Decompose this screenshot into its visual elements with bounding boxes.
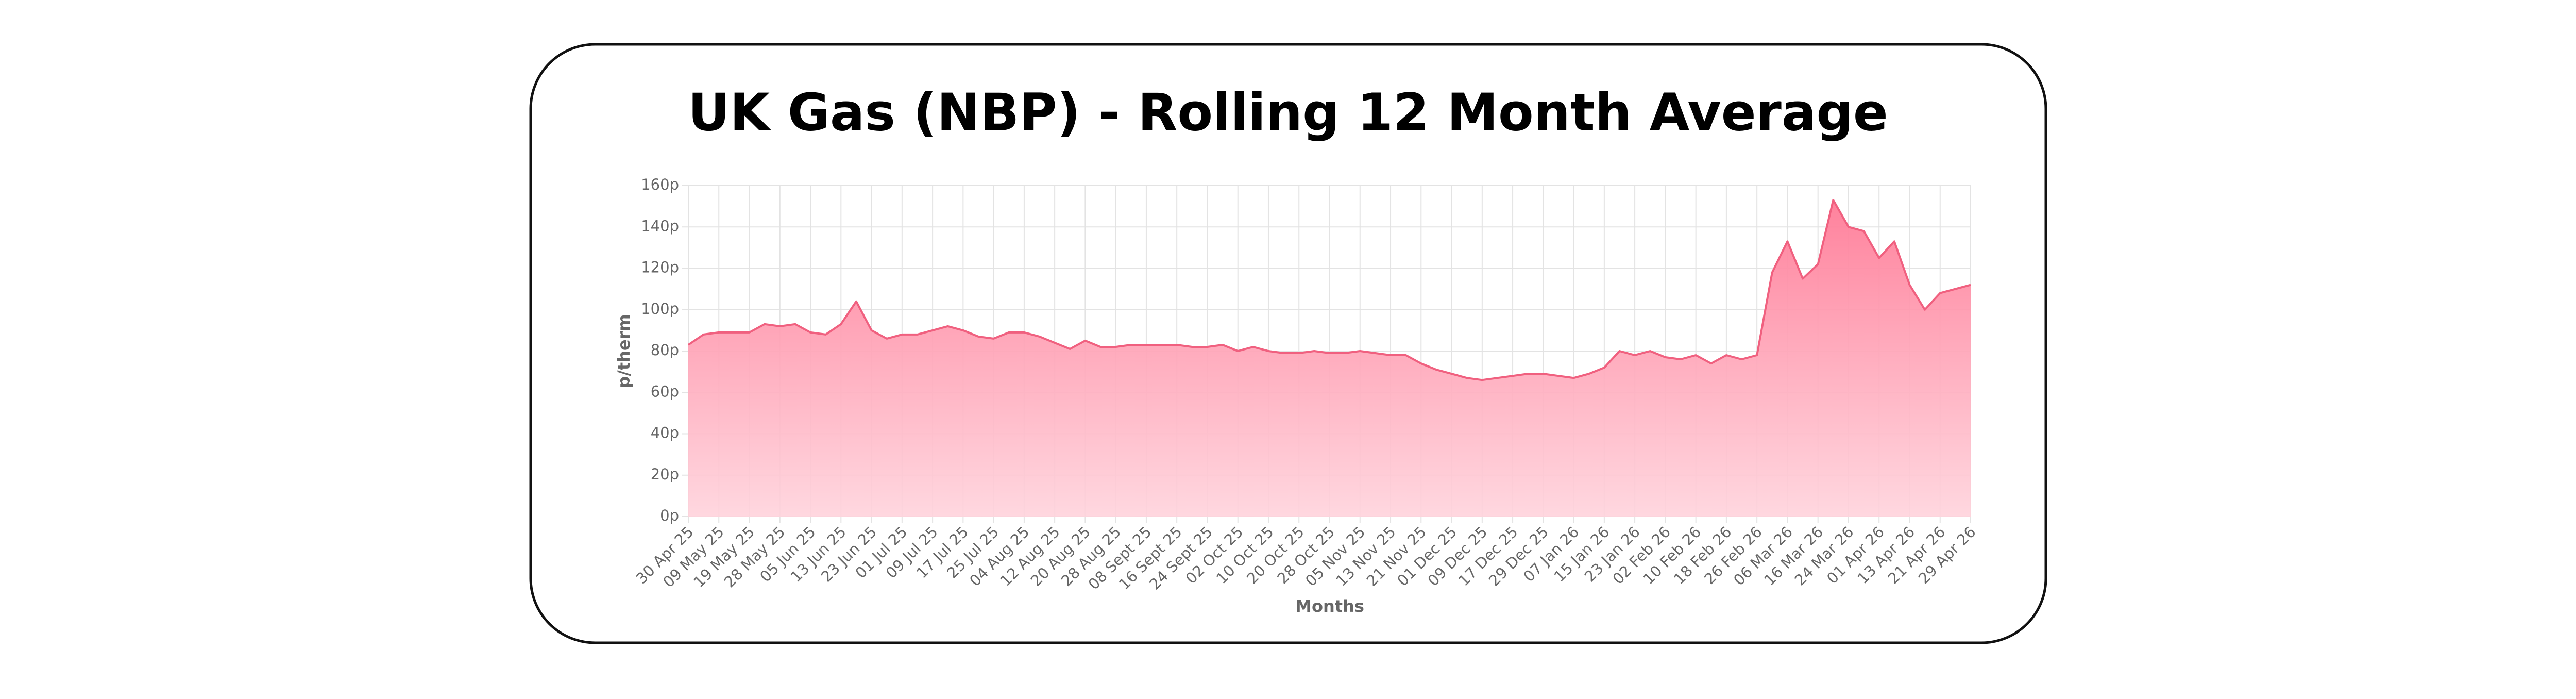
- y-tick-label: 140p: [641, 217, 679, 235]
- y-tick-label: 80p: [651, 341, 679, 359]
- y-tick-label: 60p: [651, 382, 679, 400]
- chart-title: UK Gas (NBP) - Rolling 12 Month Average: [688, 82, 1888, 142]
- y-tick-label: 100p: [641, 300, 679, 318]
- y-tick-label: 120p: [641, 259, 679, 276]
- line: [687, 199, 1971, 381]
- y-tick-label: 0p: [660, 507, 679, 524]
- y-tick-label: 20p: [651, 465, 679, 483]
- x-axis-title: Months: [1295, 596, 1364, 616]
- y-axis-title: p/therm: [614, 314, 634, 388]
- y-tick-label: 40p: [651, 424, 679, 442]
- area: [688, 200, 1971, 517]
- y-tick-label: 160p: [641, 176, 679, 193]
